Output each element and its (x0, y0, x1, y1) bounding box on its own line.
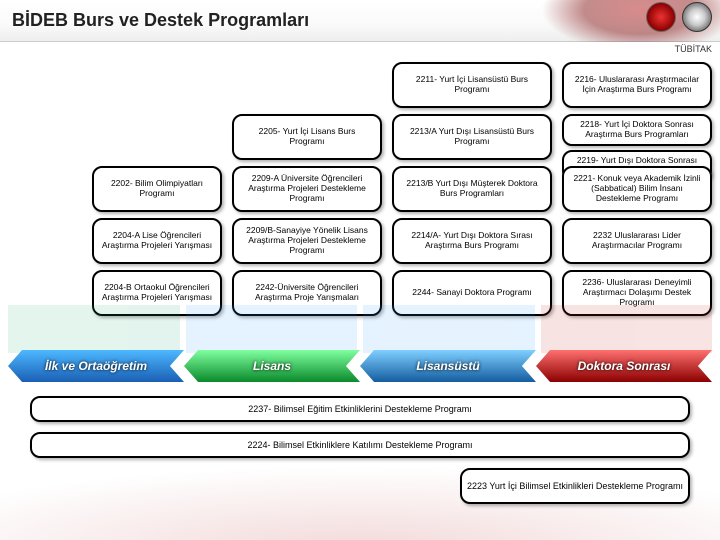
program-box: 2218- Yurt İçi Doktora Sonrası Araştırma… (562, 114, 712, 146)
category-ilk-ortaogretim: İlk ve Ortaöğretim (8, 350, 184, 382)
program-box: 2216- Uluslararası Araştırmacılar İçin A… (562, 62, 712, 108)
program-box: 2202- Bilim Olimpiyatları Programı (92, 166, 222, 212)
program-box: 2221- Konuk veya Akademik İzinli (Sabbat… (562, 166, 712, 212)
category-label: Doktora Sonrası (578, 359, 671, 373)
program-box: 2209-A Üniversite Öğrencileri Araştırma … (232, 166, 382, 212)
category-row: İlk ve Ortaöğretim Lisans Lisansüstü Dok… (8, 350, 712, 382)
program-box: 2204-A Lise Öğrencileri Araştırma Projel… (92, 218, 222, 264)
category-lisans: Lisans (184, 350, 360, 382)
category-label: İlk ve Ortaöğretim (45, 359, 147, 373)
program-box-wide: 2224- Bilimsel Etkinliklere Katılımı Des… (30, 432, 690, 458)
header: BİDEB Burs ve Destek Programları (0, 0, 720, 42)
program-box: 2232 Uluslararası Lider Araştırmacılar P… (562, 218, 712, 264)
page-title: BİDEB Burs ve Destek Programları (12, 10, 309, 31)
org-label: TÜBİTAK (675, 44, 712, 54)
grid-empty (92, 114, 222, 160)
category-doktora-sonrasi: Doktora Sonrası (536, 350, 712, 382)
program-box: 2205- Yurt İçi Lisans Burs Programı (232, 114, 382, 160)
program-box: 2214/A- Yurt Dışı Doktora Sırası Araştır… (392, 218, 552, 264)
program-box: 2209/B-Sanayiye Yönelik Lisans Araştırma… (232, 218, 382, 264)
program-box: 2211- Yurt İçi Lisansüstü Burs Programı (392, 62, 552, 108)
program-grid: 2211- Yurt İçi Lisansüstü Burs Programı … (8, 62, 712, 316)
category-lisansustu: Lisansüstü (360, 350, 536, 382)
program-box: 2213/B Yurt Dışı Müşterek Doktora Burs P… (392, 166, 552, 212)
program-box-narrow: 2223 Yurt İçi Bilimsel Etkinlikleri Dest… (460, 468, 690, 504)
grid-empty (92, 62, 222, 108)
category-label: Lisans (253, 359, 291, 373)
category-ghost-band (8, 305, 712, 353)
tubitak-logo-icon (682, 2, 712, 32)
program-box-wide: 2237- Bilimsel Eğitim Etkinliklerini Des… (30, 396, 690, 422)
grid-empty (232, 62, 382, 108)
header-logos (646, 2, 712, 32)
program-box: 2213/A Yurt Dışı Lisansüstü Burs Program… (392, 114, 552, 160)
category-label: Lisansüstü (416, 359, 479, 373)
ministry-logo-icon (646, 2, 676, 32)
